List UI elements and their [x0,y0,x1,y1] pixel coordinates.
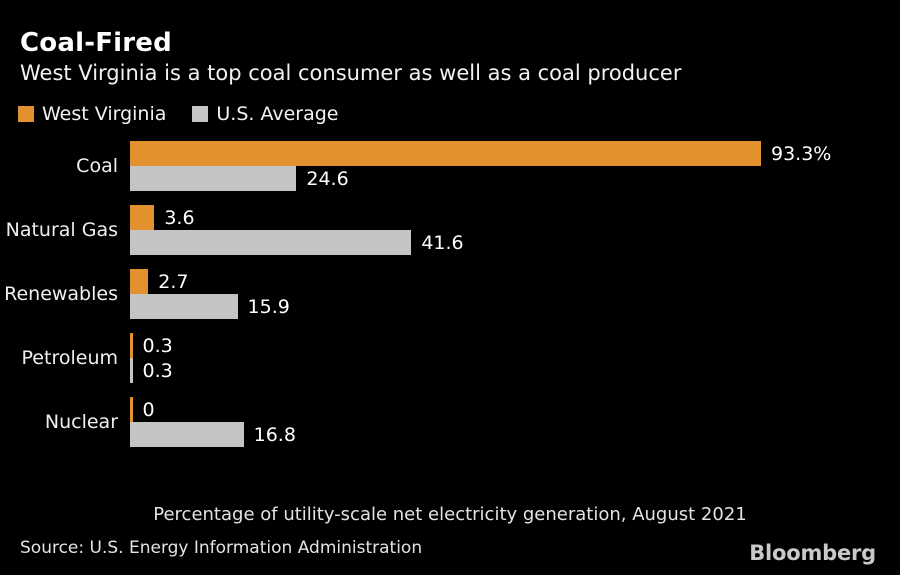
bar-line: 16.8 [130,422,900,447]
category-label: Renewables [4,283,118,305]
bar-west-virginia [130,397,133,422]
legend-label: West Virginia [42,103,167,125]
bar-u-s-average [130,166,297,191]
legend-label: U.S. Average [216,103,339,125]
bar-west-virginia [130,141,761,166]
row-bars: 93.3% 24.6 [130,141,900,191]
chart-footnote: Percentage of utility-scale net electric… [153,504,747,525]
chart-legend: West Virginia U.S. Average [18,103,339,125]
category-label: Coal [76,155,118,177]
bar-u-s-average [130,422,244,447]
bar-value-label: 0.3 [142,334,173,357]
chart-row: Petroleum 0.3 0.3 [0,333,900,383]
row-bars: 3.6 41.6 [130,205,900,255]
bar-u-s-average [130,294,238,319]
chart-row: Nuclear 0 16.8 [0,397,900,447]
bar-west-virginia [130,333,133,358]
bar-value-label: 2.7 [158,270,189,293]
chart-row: Renewables 2.7 15.9 [0,269,900,319]
chart-row: Coal 93.3% 24.6 [0,141,900,191]
chart-title: Coal-Fired [20,28,172,58]
bar-line: 15.9 [130,294,900,319]
bloomberg-logo: Bloomberg [749,541,876,565]
row-bars: 0.3 0.3 [130,333,900,383]
row-bars: 2.7 15.9 [130,269,900,319]
source-text: Source: U.S. Energy Information Administ… [20,538,423,558]
bar-value-label: 0 [142,398,155,421]
legend-item: U.S. Average [192,103,339,125]
bar-value-label: 41.6 [421,231,464,254]
category-label: Nuclear [44,411,118,433]
bar-line: 93.3% [130,141,900,166]
chart-row: Natural Gas 3.6 41.6 [0,205,900,255]
bar-line: 0 [130,397,900,422]
chart-subtitle: West Virginia is a top coal consumer as … [20,61,682,85]
bar-u-s-average [130,230,412,255]
bar-value-label: 0.3 [142,359,173,382]
bar-line: 3.6 [130,205,900,230]
bar-value-label: 3.6 [164,206,195,229]
row-bars: 0 16.8 [130,397,900,447]
legend-swatch-icon [18,106,34,122]
bar-line: 0.3 [130,358,900,383]
bar-u-s-average [130,358,133,383]
bar-west-virginia [130,205,155,230]
legend-swatch-icon [192,106,209,122]
bar-value-label: 93.3% [771,142,832,165]
legend-item: West Virginia [18,103,167,125]
bar-value-label: 16.8 [253,423,296,446]
bar-value-label: 15.9 [247,295,290,318]
category-label: Natural Gas [5,219,118,241]
bar-line: 41.6 [130,230,900,255]
bar-chart: Coal 93.3% 24.6 Natural Gas 3.6 41.6 Renewable… [0,141,900,461]
bar-west-virginia [130,269,149,294]
bar-line: 2.7 [130,269,900,294]
bar-line: 0.3 [130,333,900,358]
bar-line: 24.6 [130,166,900,191]
bar-value-label: 24.6 [306,167,349,190]
category-label: Petroleum [21,347,118,369]
